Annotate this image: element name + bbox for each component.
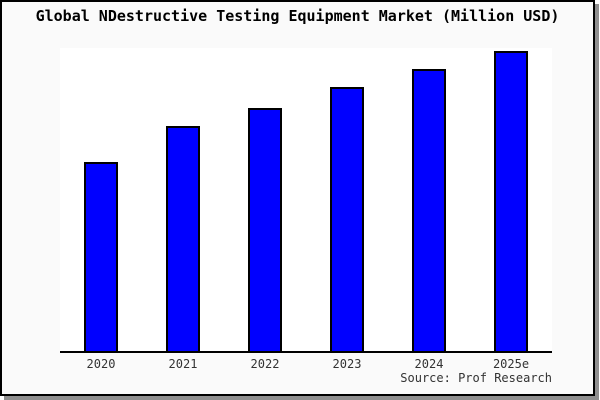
bar-2020 — [84, 162, 118, 351]
bar-slot — [306, 48, 388, 351]
bar-slot — [224, 48, 306, 351]
chart-title: Global NDestructive Testing Equipment Ma… — [35, 7, 560, 25]
x-tick-label-2023: 2023 — [332, 357, 362, 371]
x-axis-labels: 2020 2021 2022 2023 2024 2025e — [60, 357, 552, 371]
bar-slot — [60, 48, 142, 351]
plot-area — [60, 48, 552, 353]
bar-2022 — [248, 108, 282, 351]
x-tick-label-2025e: 2025e — [492, 357, 530, 371]
bar-slot — [470, 48, 552, 351]
bar-2021 — [166, 126, 200, 351]
bar-2025e — [494, 51, 528, 351]
bar-slot — [388, 48, 470, 351]
source-credit: Source: Prof Research — [400, 371, 552, 385]
x-tick-label-2024: 2024 — [414, 357, 444, 371]
x-tick-label-2022: 2022 — [250, 357, 280, 371]
bar-2024 — [412, 69, 446, 351]
bar-2023 — [330, 87, 364, 351]
x-tick-label-2021: 2021 — [168, 357, 198, 371]
x-tick-label-2020: 2020 — [86, 357, 116, 371]
bar-slot — [142, 48, 224, 351]
